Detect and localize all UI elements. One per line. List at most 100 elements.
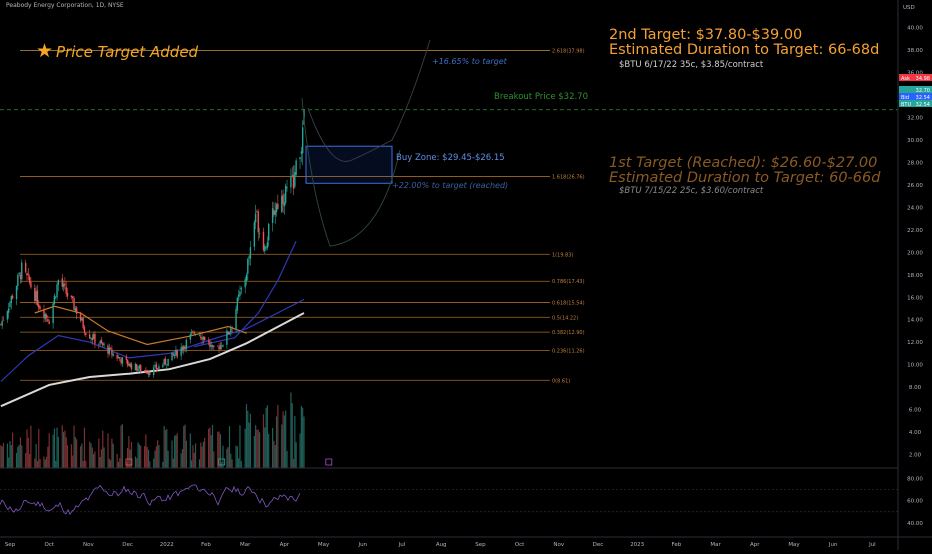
volume-bar bbox=[245, 404, 248, 468]
candle bbox=[207, 337, 210, 346]
volume-bar bbox=[21, 445, 23, 468]
volume-bar bbox=[277, 404, 279, 468]
candle bbox=[211, 344, 214, 350]
candle bbox=[281, 189, 283, 214]
candle bbox=[253, 220, 256, 251]
x-tick-label: Mar bbox=[240, 542, 251, 548]
volume-bar bbox=[99, 456, 101, 468]
candle bbox=[149, 371, 151, 377]
volume-bar bbox=[82, 460, 84, 468]
candle bbox=[245, 272, 248, 286]
candle bbox=[17, 273, 19, 291]
candle bbox=[172, 352, 175, 357]
candle bbox=[111, 345, 113, 359]
volume-bar bbox=[26, 429, 28, 468]
candle bbox=[283, 193, 286, 215]
volume-bar bbox=[255, 425, 257, 468]
y-tick-label: 6.00 bbox=[909, 408, 922, 414]
x-tick-label: Oct bbox=[515, 542, 525, 548]
star-icon: ★ bbox=[36, 40, 54, 62]
candle bbox=[299, 156, 301, 170]
volume-bar bbox=[166, 428, 168, 468]
fib-level-label: 0(8.61) bbox=[552, 378, 570, 384]
candle bbox=[126, 359, 129, 368]
volume-bar bbox=[52, 434, 54, 468]
first-target-title: 1st Target (Reached): $26.60-$27.00 bbox=[609, 155, 878, 171]
volume-bar bbox=[9, 441, 11, 468]
chart-title: Peabody Energy Corporation, 1D, NYSE bbox=[6, 2, 124, 9]
volume-bar bbox=[28, 453, 31, 468]
fib-level-label: 0.236(11.26) bbox=[552, 349, 585, 355]
fib-level-label: 0.382(12.90) bbox=[552, 330, 585, 336]
candle bbox=[112, 352, 114, 357]
fib-level-label: 2.618(37.98) bbox=[552, 48, 585, 54]
volume-bar bbox=[34, 458, 36, 468]
y-tick-label: 18.00 bbox=[907, 273, 923, 279]
volume-bar bbox=[240, 461, 242, 468]
candle bbox=[43, 304, 45, 323]
rsi-line bbox=[0, 484, 301, 516]
candle bbox=[2, 316, 5, 321]
y-tick-label: 4.00 bbox=[909, 430, 922, 436]
candle bbox=[275, 202, 278, 217]
event-marker bbox=[325, 458, 333, 466]
candle bbox=[44, 312, 46, 322]
volume-bar bbox=[193, 452, 195, 468]
candle bbox=[173, 352, 176, 359]
volume-bar bbox=[299, 433, 301, 468]
candle bbox=[45, 313, 48, 322]
volume-bar bbox=[85, 460, 87, 468]
candle bbox=[284, 183, 287, 206]
candle bbox=[194, 333, 197, 337]
y-tick-label: 30.00 bbox=[907, 138, 923, 144]
x-tick-label: 2022 bbox=[160, 542, 174, 548]
candle bbox=[282, 189, 284, 214]
volume-bar bbox=[38, 428, 40, 468]
projection-curve bbox=[301, 97, 401, 247]
volume-bar bbox=[300, 406, 302, 468]
candle bbox=[164, 356, 167, 366]
moving-average-line bbox=[0, 298, 305, 382]
y-tick-label: 28.00 bbox=[907, 161, 923, 167]
volume-bar bbox=[30, 425, 32, 468]
volume-bar bbox=[43, 456, 45, 468]
candle bbox=[266, 236, 269, 251]
candle bbox=[7, 303, 10, 319]
volume-bar bbox=[17, 446, 19, 468]
x-tick-label: Dec bbox=[122, 542, 133, 548]
volume-bar bbox=[36, 461, 39, 468]
candle bbox=[55, 295, 57, 300]
candle bbox=[94, 330, 96, 349]
moving-average-line bbox=[0, 312, 305, 408]
candle bbox=[48, 319, 50, 325]
candle bbox=[92, 332, 95, 340]
volume-bar bbox=[83, 427, 86, 468]
volume-bar bbox=[231, 459, 233, 468]
volume-bar bbox=[107, 433, 109, 468]
candle bbox=[181, 345, 184, 354]
price-tag-name: BTU bbox=[901, 102, 911, 108]
price-target-badge: ★ Price Target Added bbox=[36, 42, 198, 61]
candle bbox=[180, 342, 182, 360]
candle bbox=[35, 285, 37, 305]
volume-bar bbox=[244, 428, 246, 468]
volume-bar bbox=[302, 407, 304, 468]
candle bbox=[83, 324, 86, 336]
volume-bar bbox=[183, 425, 185, 468]
volume-bar bbox=[239, 425, 241, 468]
volume-bar bbox=[10, 445, 12, 468]
candle bbox=[56, 282, 58, 301]
price-tag: Bid 32.54 bbox=[899, 93, 932, 101]
candle bbox=[28, 274, 31, 286]
price-tag-bg bbox=[899, 74, 932, 81]
volume-bar bbox=[238, 458, 240, 468]
volume-bar bbox=[217, 431, 219, 468]
buy-zone-label: Buy Zone: $29.45-$26.15 bbox=[396, 153, 505, 163]
volume-bar bbox=[200, 442, 202, 468]
volume-bar bbox=[25, 453, 27, 468]
volume-bar bbox=[134, 456, 137, 468]
candle bbox=[120, 357, 122, 366]
y-tick-label: 22.00 bbox=[907, 228, 923, 234]
